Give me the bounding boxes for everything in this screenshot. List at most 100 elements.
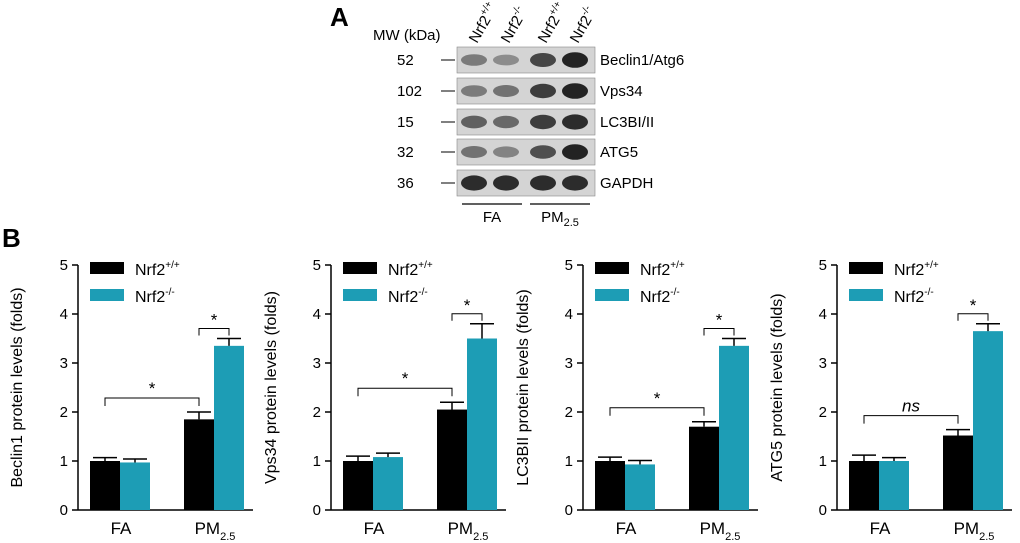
significance-bracket bbox=[957, 313, 989, 321]
y-tick-label: 5 bbox=[313, 257, 321, 274]
bar bbox=[625, 464, 655, 510]
mw-header: MW (kDa) bbox=[373, 27, 441, 44]
blot-band bbox=[461, 85, 487, 97]
legend-label-base: Nrf2 bbox=[640, 262, 670, 279]
bar bbox=[943, 435, 973, 510]
y-axis-label: Vps34 protein levels (folds) bbox=[263, 291, 280, 484]
y-tick-label: 1 bbox=[819, 453, 827, 470]
legend-label-sup: -/- bbox=[165, 287, 174, 298]
y-tick-label: 2 bbox=[565, 404, 573, 421]
blot-band bbox=[562, 144, 588, 160]
legend-swatch bbox=[849, 289, 883, 301]
legend-swatch bbox=[90, 289, 124, 301]
x-category-label: PM2.5 bbox=[954, 519, 995, 543]
blot-band bbox=[562, 114, 588, 130]
y-tick-label: 1 bbox=[60, 453, 68, 470]
y-tick-label: 3 bbox=[313, 355, 321, 372]
legend-label-base: Nrf2 bbox=[640, 289, 670, 306]
y-tick-label: 1 bbox=[313, 453, 321, 470]
y-tick-label: 3 bbox=[565, 355, 573, 372]
bar bbox=[719, 345, 749, 510]
legend-label-sup: -/- bbox=[670, 287, 679, 298]
x-category-label: PM2.5 bbox=[195, 519, 236, 543]
legend-swatch bbox=[343, 262, 377, 274]
blot-band bbox=[493, 175, 519, 191]
mw-label: 32 bbox=[397, 144, 414, 161]
legend-label: Nrf2+/+ bbox=[640, 260, 685, 279]
legend-label-sup: +/+ bbox=[924, 260, 939, 271]
x-category-label: PM2.5 bbox=[448, 519, 489, 543]
legend-label: Nrf2-/- bbox=[135, 287, 175, 306]
blot-band bbox=[562, 175, 588, 191]
bar bbox=[467, 338, 497, 510]
legend-label-sup: -/- bbox=[924, 287, 933, 298]
y-axis-label: ATG5 protein levels (folds) bbox=[769, 293, 786, 481]
significance-label: * bbox=[654, 389, 661, 408]
bar bbox=[437, 409, 467, 510]
legend-label-base: Nrf2 bbox=[388, 262, 418, 279]
mw-label: 52 bbox=[397, 52, 414, 69]
y-tick-label: 3 bbox=[819, 355, 827, 372]
y-tick-label: 2 bbox=[819, 404, 827, 421]
bar bbox=[973, 331, 1003, 510]
blot-band bbox=[562, 83, 588, 99]
group-label-text: PM bbox=[541, 209, 564, 226]
x-category-label: FA bbox=[111, 519, 132, 538]
panel-label-a: A bbox=[330, 2, 349, 32]
significance-label: * bbox=[211, 311, 218, 330]
lane-label-base: Nrf2 bbox=[535, 13, 564, 46]
legend-swatch bbox=[849, 262, 883, 274]
bar bbox=[343, 461, 373, 510]
y-tick-label: 4 bbox=[819, 306, 827, 323]
bar bbox=[373, 457, 403, 510]
lane-label-base: Nrf2 bbox=[567, 13, 596, 46]
protein-label: ATG5 bbox=[600, 144, 638, 161]
blot-band bbox=[530, 83, 556, 99]
y-tick-label: 0 bbox=[60, 502, 68, 519]
significance-label: * bbox=[716, 311, 723, 330]
significance-label: * bbox=[402, 369, 409, 388]
y-tick-label: 4 bbox=[313, 306, 321, 323]
legend-label-base: Nrf2 bbox=[135, 289, 165, 306]
bar bbox=[849, 461, 879, 510]
x-category-text: PM bbox=[700, 519, 726, 538]
lane-label: Nrf2-/- bbox=[496, 4, 531, 46]
y-tick-label: 4 bbox=[565, 306, 573, 323]
legend-label-sup: -/- bbox=[418, 287, 427, 298]
legend-label-base: Nrf2 bbox=[135, 262, 165, 279]
y-tick-label: 4 bbox=[60, 306, 68, 323]
western-blot: Nrf2+/+Nrf2-/-Nrf2+/+Nrf2-/-52 Beclin1/At… bbox=[397, 0, 684, 229]
y-tick-label: 5 bbox=[819, 257, 827, 274]
chart-3: 0 1 2 3 4 5 LC3BII protein levels (folds) FA PM2… bbox=[515, 257, 758, 543]
mw-label: 36 bbox=[397, 175, 414, 192]
protein-label: Beclin1/Atg6 bbox=[600, 52, 684, 69]
significance-bracket bbox=[198, 328, 230, 336]
group-label: FA bbox=[483, 209, 501, 226]
y-tick-label: 0 bbox=[313, 502, 321, 519]
legend-label: Nrf2+/+ bbox=[894, 260, 939, 279]
protein-label: GAPDH bbox=[600, 175, 653, 192]
blot-band bbox=[461, 115, 487, 129]
y-axis-label: Beclin1 protein levels (folds) bbox=[9, 287, 26, 487]
significance-bracket bbox=[863, 415, 959, 424]
y-tick-label: 2 bbox=[60, 404, 68, 421]
y-tick-label: 2 bbox=[313, 404, 321, 421]
bar bbox=[214, 345, 244, 510]
lane-label: Nrf2+/+ bbox=[533, 0, 571, 46]
significance-label: * bbox=[464, 296, 471, 315]
blot-band bbox=[493, 146, 519, 158]
group-label-text: FA bbox=[483, 209, 501, 226]
x-category-sub: 2.5 bbox=[473, 531, 488, 543]
blot-band bbox=[530, 145, 556, 159]
lane-label: Nrf2-/- bbox=[565, 4, 600, 46]
lane-label-base: Nrf2 bbox=[498, 13, 527, 46]
lane-label-base: Nrf2 bbox=[466, 13, 495, 46]
x-category-sub: 2.5 bbox=[725, 531, 740, 543]
legend-label: Nrf2+/+ bbox=[135, 260, 180, 279]
x-category-text: FA bbox=[111, 519, 132, 538]
x-category-sub: 2.5 bbox=[220, 531, 235, 543]
significance-bracket bbox=[451, 313, 483, 321]
significance-bracket bbox=[104, 397, 200, 406]
lane-label: Nrf2+/+ bbox=[464, 0, 502, 46]
